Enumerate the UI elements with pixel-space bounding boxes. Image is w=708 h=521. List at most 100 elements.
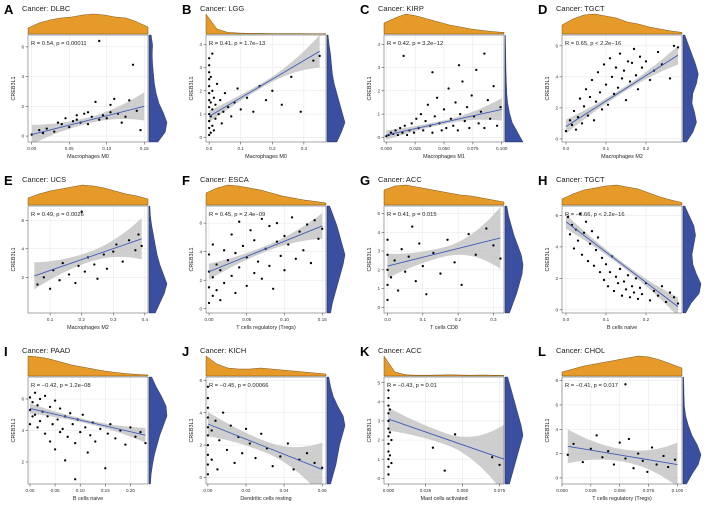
data-point: [208, 126, 211, 130]
data-point: [616, 281, 620, 285]
y-tick-label: 2: [21, 104, 24, 109]
fit-group: [206, 385, 324, 484]
x-axis-label: Macrophages M0: [67, 154, 109, 160]
data-point: [105, 267, 109, 270]
data-point: [139, 430, 142, 434]
data-point: [432, 251, 435, 255]
panel-E: E Cancer: UCS R = 0.49, p = 0.0026 0.1 0.2 0.…: [4, 173, 168, 331]
y-axis-label: CREB3L1: [545, 248, 551, 272]
y-tick-label: 2: [377, 267, 380, 272]
density-side: [504, 205, 524, 314]
data-point: [66, 435, 69, 438]
data-point: [388, 408, 392, 411]
regression-line: [31, 105, 145, 136]
data-point: [594, 248, 598, 252]
x-axis-label: Macrophages M2: [67, 325, 109, 331]
y-tick-label: 2: [555, 105, 558, 110]
confidence-band: [566, 45, 678, 134]
fit-group: [387, 389, 504, 484]
x-tick-label: 0.20: [126, 488, 135, 493]
data-point: [41, 131, 45, 135]
x-tick-label: 0.06: [318, 488, 327, 493]
data-point: [614, 66, 618, 69]
data-point: [279, 455, 282, 458]
panel-title: Cancer: CHOL: [556, 346, 605, 355]
data-point: [33, 391, 37, 394]
data-point: [292, 468, 295, 471]
data-point: [124, 443, 127, 446]
data-point: [298, 230, 301, 233]
panel-title: Cancer: TGCT: [556, 175, 605, 184]
data-point: [113, 97, 116, 101]
data-point: [260, 432, 263, 435]
data-point: [221, 411, 225, 414]
data-point: [491, 456, 494, 459]
data-point: [578, 97, 582, 100]
regression-line: [208, 225, 323, 273]
data-point: [634, 277, 638, 280]
panel-C: C Cancer: KIRP R = 0.42, p = 3.2e−12 0.000 0…: [360, 2, 524, 160]
data-point: [592, 264, 596, 267]
data-point: [206, 453, 210, 456]
fit-group: [28, 391, 147, 481]
y-tick-label: 2: [555, 451, 558, 456]
data-point: [38, 397, 42, 401]
data-point: [403, 124, 406, 127]
data-point: [272, 287, 275, 290]
data-point: [206, 426, 210, 429]
y-tick-label: 2: [199, 443, 202, 448]
data-point: [566, 215, 570, 219]
data-point: [275, 221, 279, 225]
data-point: [588, 242, 592, 245]
data-point: [407, 255, 410, 258]
confidence-band: [207, 411, 323, 484]
y-tick-label: 2: [199, 88, 202, 93]
data-point: [209, 131, 212, 134]
regression-line: [388, 418, 504, 460]
data-point: [71, 423, 74, 426]
fit-group: [566, 383, 678, 484]
x-tick-label: 0.05: [51, 488, 60, 493]
data-point: [94, 440, 97, 443]
confidence-band: [387, 206, 501, 279]
data-point: [238, 220, 241, 223]
data-point: [48, 287, 52, 290]
data-point: [387, 419, 390, 423]
panel-label: A: [4, 2, 14, 17]
data-point: [208, 57, 211, 60]
data-point: [465, 105, 469, 109]
data-point: [460, 283, 463, 286]
data-point: [253, 239, 256, 242]
data-point: [217, 112, 220, 116]
correlation-stat: R = 0.49, p = 0.0026: [31, 212, 84, 218]
data-point: [226, 105, 230, 109]
data-point: [598, 91, 602, 94]
data-point: [618, 52, 622, 55]
data-point: [578, 212, 582, 216]
data-point: [287, 243, 290, 246]
data-point: [290, 75, 293, 79]
data-point: [209, 101, 212, 104]
data-point: [101, 114, 105, 117]
data-point: [211, 276, 214, 279]
data-point: [624, 288, 628, 291]
data-point: [463, 119, 466, 123]
data-point: [206, 473, 210, 476]
data-point: [572, 247, 576, 250]
data-point: [418, 242, 421, 245]
correlation-stat: R = 0.41, p = 0.015: [387, 212, 437, 218]
data-point: [424, 119, 427, 123]
data-point: [313, 219, 316, 222]
data-point: [447, 87, 450, 90]
data-point: [584, 88, 588, 91]
data-point: [499, 257, 502, 260]
x-tick-label: 0.000: [383, 488, 395, 493]
y-tick-label: 0: [199, 306, 202, 311]
data-point: [260, 217, 263, 220]
data-point: [452, 124, 455, 127]
data-point: [42, 276, 45, 279]
data-point: [69, 412, 72, 415]
y-axis-label: CREB3L1: [545, 77, 551, 101]
x-tick-label: 0.025: [585, 488, 597, 493]
data-point: [134, 249, 137, 252]
